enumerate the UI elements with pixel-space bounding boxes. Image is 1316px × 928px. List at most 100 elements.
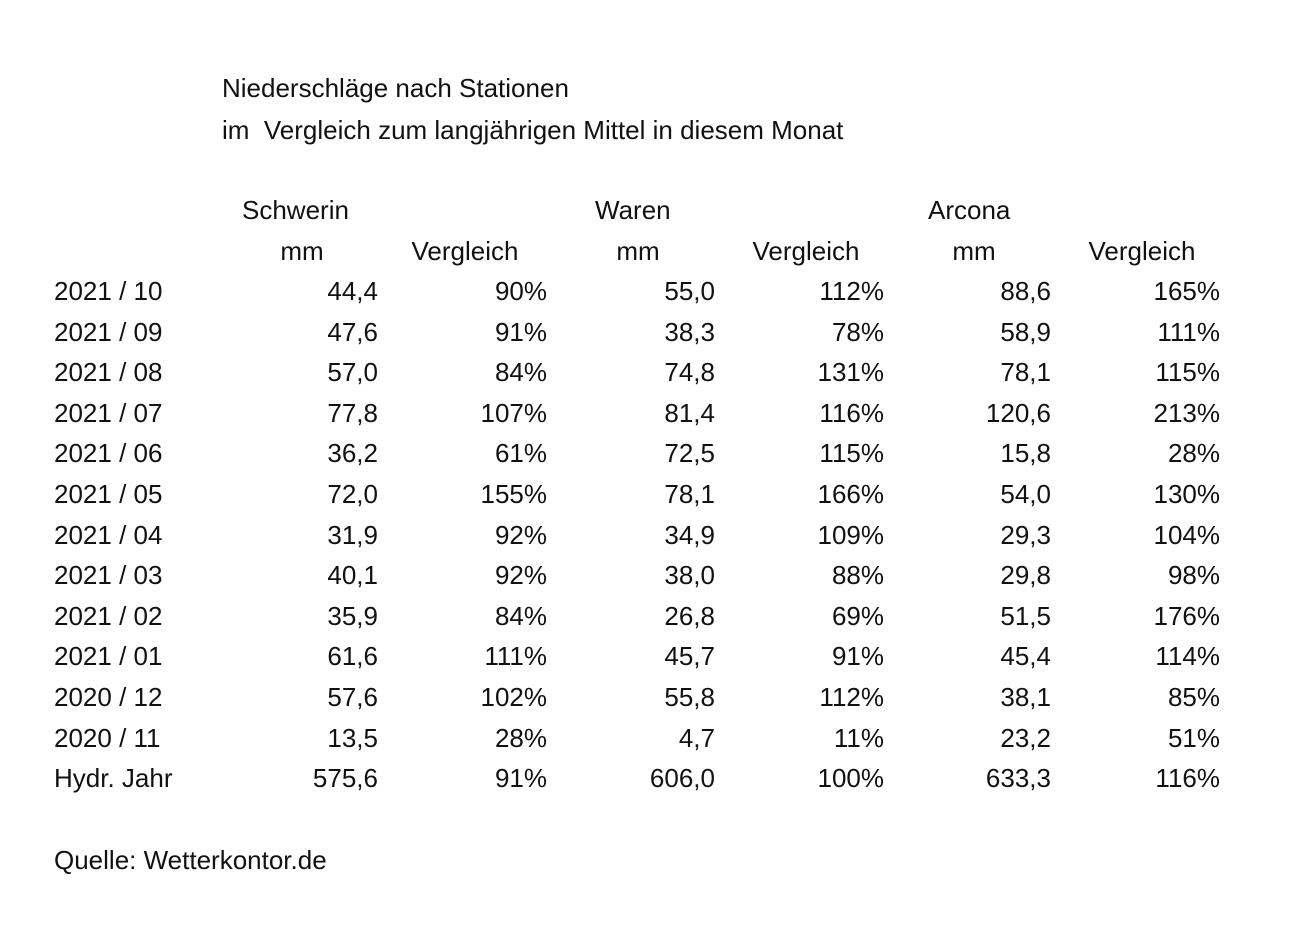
title-line: Niederschläge nach Stationen (222, 73, 569, 103)
station-header: Arcona (928, 195, 1011, 225)
cell: 54,0 (1000, 479, 1051, 509)
row-label: 2021 / 05 (54, 479, 163, 509)
cell: 155% (480, 479, 548, 509)
cell: 45,4 (1000, 641, 1051, 672)
row-label: 2020 / 12 (54, 682, 163, 712)
unit-header: mm (280, 236, 324, 266)
cell: 51% (1167, 722, 1220, 753)
unit-header: Vergleich (752, 236, 860, 266)
cell: 88% (831, 560, 884, 591)
cell: 61,6 (327, 641, 378, 672)
cell: 51,5 (1000, 600, 1051, 631)
cell: 111% (1157, 316, 1220, 347)
cell: 116% (819, 397, 884, 428)
row-label: 2021 / 06 (54, 438, 163, 469)
cell: 38,1 (1000, 682, 1051, 712)
cell: 38,0 (664, 560, 715, 591)
cell: 74,8 (664, 357, 715, 388)
cell: 84% (494, 357, 547, 388)
cell: 72,5 (664, 438, 715, 469)
unit-header: Vergleich (1088, 236, 1196, 266)
row-label: 2021 / 09 (54, 316, 163, 347)
cell: 575,6 (312, 763, 378, 794)
row-label: 2021 / 04 (54, 519, 163, 550)
cell: 23,2 (1000, 722, 1051, 753)
source: Quelle: Wetterkontor.de (54, 845, 327, 875)
cell: 115% (1155, 357, 1220, 388)
cell: 88,6 (1000, 276, 1051, 306)
cell: 55,8 (664, 682, 715, 712)
cell: 13,5 (327, 722, 378, 753)
cell: 112% (819, 276, 884, 306)
cell: 36,2 (327, 438, 378, 469)
cell: 91% (494, 763, 547, 794)
cell: 91% (831, 641, 884, 672)
row-label: 2021 / 10 (54, 276, 163, 306)
cell: 165% (1153, 276, 1221, 306)
cell: 57,0 (327, 357, 378, 388)
cell: 111% (484, 641, 547, 672)
cell: 31,9 (327, 519, 378, 550)
cell: 77,8 (327, 397, 378, 428)
cell: 114% (1155, 641, 1220, 672)
cell: 130% (1153, 479, 1221, 509)
station-header: Waren (595, 195, 671, 225)
cell: 78,1 (664, 479, 715, 509)
cell: 112% (819, 682, 884, 712)
unit-header: Vergleich (411, 236, 519, 266)
cell: 115% (819, 438, 884, 469)
cell: 29,8 (1000, 560, 1051, 591)
cell: 81,4 (664, 397, 715, 428)
row-label: Hydr. Jahr (54, 763, 173, 794)
cell: 34,9 (664, 519, 715, 550)
cell: 57,6 (327, 682, 378, 712)
unit-header: mm (952, 236, 996, 266)
cell: 29,3 (1000, 519, 1051, 550)
cell: 58,9 (1000, 316, 1051, 347)
title-line: im Vergleich zum langjährigen Mittel in … (222, 115, 844, 145)
cell: 72,0 (327, 479, 378, 509)
cell: 166% (817, 479, 885, 509)
cell: 55,0 (664, 276, 715, 306)
row-label: 2021 / 08 (54, 357, 163, 388)
row-label: 2021 / 03 (54, 560, 163, 591)
cell: 26,8 (664, 600, 715, 631)
cell: 11% (833, 722, 884, 753)
cell: 109% (817, 519, 885, 550)
station-header: Schwerin (242, 195, 349, 225)
cell: 38,3 (664, 316, 715, 347)
cell: 4,7 (678, 722, 715, 753)
cell: 102% (480, 682, 548, 712)
cell: 69% (831, 600, 884, 631)
cell: 28% (494, 722, 547, 753)
cell: 104% (1153, 519, 1221, 550)
cell: 91% (494, 316, 547, 347)
cell: 90% (494, 276, 547, 306)
cell: 47,6 (327, 316, 378, 347)
cell: 45,7 (664, 641, 715, 672)
cell: 28% (1167, 438, 1220, 469)
cell: 131% (817, 357, 885, 388)
cell: 78% (831, 316, 884, 347)
row-label: 2020 / 11 (54, 722, 161, 753)
cell: 98% (1167, 560, 1220, 591)
cell: 78,1 (1000, 357, 1051, 388)
cell: 35,9 (327, 600, 378, 631)
unit-header: mm (616, 236, 660, 266)
row-label: 2021 / 07 (54, 397, 163, 428)
cell: 116% (1155, 763, 1220, 794)
cell: 176% (1153, 600, 1221, 631)
cell: 44,4 (327, 276, 378, 306)
cell: 100% (817, 763, 885, 794)
row-label: 2021 / 01 (54, 641, 163, 672)
row-label: 2021 / 02 (54, 600, 163, 631)
cell: 120,6 (985, 397, 1051, 428)
cell: 61% (494, 438, 547, 469)
cell: 606,0 (649, 763, 715, 794)
cell: 213% (1153, 397, 1221, 428)
cell: 633,3 (985, 763, 1051, 794)
cell: 92% (494, 560, 547, 591)
cell: 92% (494, 519, 547, 550)
